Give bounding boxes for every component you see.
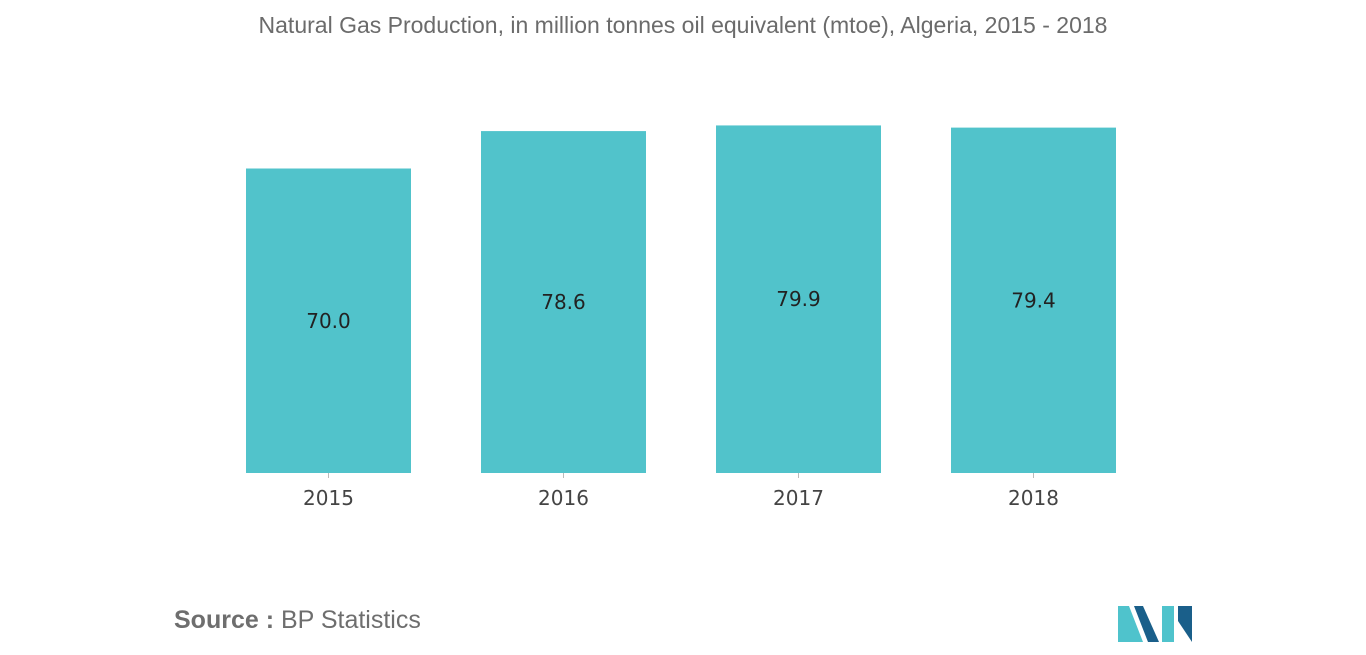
bar-value-label-2018: 79.4 — [1011, 288, 1056, 312]
x-tick-label-2016: 2016 — [538, 486, 589, 510]
logo-shape-left — [1118, 606, 1143, 642]
bar-value-label-2015: 70.0 — [306, 309, 351, 333]
bar-2018 — [951, 127, 1116, 474]
x-tick-label-2017: 2017 — [773, 486, 824, 510]
x-tick-label-2018: 2018 — [1008, 486, 1059, 510]
logo-shape-mid-left — [1134, 606, 1159, 642]
bar-2017 — [716, 125, 881, 473]
mordor-intelligence-logo-icon — [1118, 606, 1192, 642]
chart-title: Natural Gas Production, in million tonne… — [258, 12, 1108, 38]
bar-value-label-2017: 79.9 — [776, 287, 821, 311]
value-labels-group: 70.0 78.6 79.9 79.4 — [306, 287, 1056, 333]
x-axis: 2015 2016 2017 2018 — [303, 473, 1059, 510]
bar-2016 — [481, 131, 646, 473]
bar-2015 — [246, 168, 411, 473]
logo-shape-right — [1178, 606, 1192, 642]
logo-shape-mid-right — [1162, 606, 1174, 642]
source-note: Source : BP Statistics — [174, 606, 421, 635]
x-tick-label-2015: 2015 — [303, 486, 354, 510]
source-text: BP Statistics — [280, 606, 421, 634]
source-label: Source : — [174, 606, 275, 634]
bars-group — [246, 125, 1116, 474]
bar-value-label-2016: 78.6 — [541, 290, 586, 314]
